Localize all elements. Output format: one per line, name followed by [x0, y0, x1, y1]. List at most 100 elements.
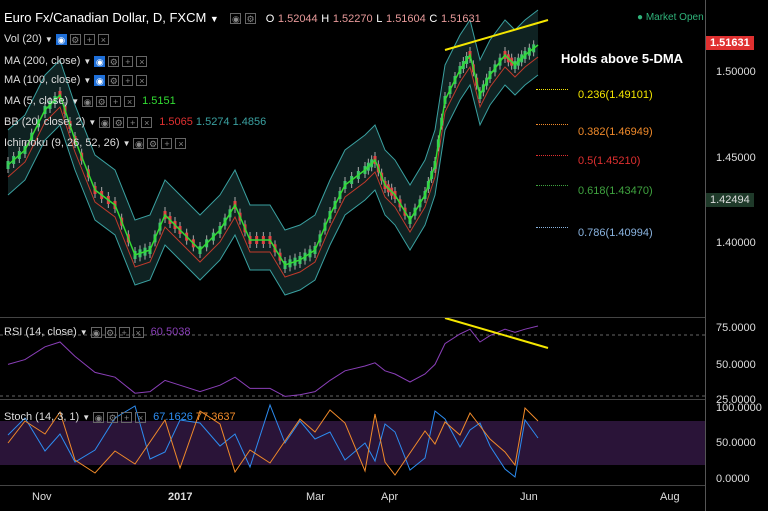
close-icon[interactable]: × — [141, 116, 153, 128]
close-icon[interactable]: × — [175, 137, 187, 149]
fib-label: 0.382(1.46949) — [578, 126, 653, 138]
indicator-label: MA (100, close) — [4, 74, 81, 86]
indicator-label: MA (200, close) — [4, 55, 81, 67]
eye-icon[interactable]: ◉ — [90, 326, 102, 338]
bollinger-upper-line — [7, 9, 539, 231]
indicator-label: Vol (20) — [4, 33, 42, 45]
rsi-tick: 50.0000 — [716, 359, 756, 371]
stoch-tick: 50.0000 — [716, 437, 756, 449]
close-icon[interactable]: × — [135, 411, 147, 423]
stoch-tick: 0.0000 — [716, 473, 750, 485]
trendline-rsi — [444, 317, 549, 349]
trendline-price — [444, 19, 549, 51]
add-icon[interactable]: + — [127, 116, 139, 128]
add-icon[interactable]: + — [122, 74, 134, 86]
stoch-legend[interactable]: Stoch (14, 3, 1) ▼ ◉ ⚙ + × 67.1626 77.3637 — [4, 411, 236, 423]
gear-icon[interactable]: ⚙ — [107, 411, 119, 423]
stoch-tick: 100.0000 — [716, 402, 762, 414]
indicator-ma100[interactable]: MA (100, close) ▼ ◉ ⚙ + × — [4, 74, 148, 86]
ohlc-close-label: C — [429, 13, 438, 25]
ma5-line — [7, 44, 539, 266]
stoch-d-line — [7, 406, 539, 476]
pane-divider-stoch[interactable] — [0, 399, 705, 400]
close-icon[interactable]: × — [136, 74, 148, 86]
eye-icon[interactable]: ◉ — [99, 116, 111, 128]
rsi-tick: 75.0000 — [716, 322, 756, 334]
indicator-value: 1.5274 — [195, 116, 230, 128]
add-icon[interactable]: + — [83, 33, 95, 45]
add-icon[interactable]: + — [122, 55, 134, 67]
add-icon[interactable]: + — [121, 411, 133, 423]
pane-divider-time — [0, 485, 705, 486]
indicator-bb[interactable]: BB (20, close, 2) ▼ ◉ ⚙ + × 1.5065 1.5274 1.… — [4, 116, 267, 128]
stoch-band — [0, 421, 705, 465]
rsi-tick: 25.0000 — [716, 394, 756, 406]
fib-line[interactable] — [536, 185, 568, 186]
gear-icon[interactable]: ⚙ — [108, 74, 120, 86]
close-icon[interactable]: × — [124, 95, 136, 107]
time-tick: Mar — [306, 491, 325, 503]
eye-icon[interactable]: ◉ — [94, 74, 106, 86]
ohlc-close-value: 1.51631 — [440, 13, 481, 25]
add-icon[interactable]: + — [118, 326, 130, 338]
chevron-down-icon[interactable]: ▼ — [209, 14, 219, 24]
market-status: ● Market Open — [637, 12, 704, 23]
symbol-title[interactable]: Euro Fx/Canadian Dollar, D, FXCM — [4, 10, 207, 25]
gear-icon[interactable]: ⚙ — [113, 116, 125, 128]
eye-icon[interactable]: ◉ — [93, 411, 105, 423]
gear-icon[interactable]: ⚙ — [104, 326, 116, 338]
chart-title[interactable]: Euro Fx/Canadian Dollar, D, FXCM ▼ ◉ ⚙ O… — [4, 10, 481, 25]
crosshair-price-tag: 1.42494 — [706, 193, 754, 207]
eye-icon[interactable]: ◉ — [230, 13, 242, 24]
add-icon[interactable]: + — [110, 95, 122, 107]
indicator-value: 1.5151 — [142, 95, 176, 107]
indicator-label: BB (20, close, 2) — [4, 116, 86, 128]
rsi-line — [7, 325, 539, 397]
rsi-value: 60.5038 — [150, 326, 191, 338]
last-price-tag: 1.51631 — [706, 36, 754, 50]
eye-icon[interactable]: ◉ — [82, 95, 94, 107]
ohlc-low-label: L — [376, 13, 383, 25]
price-tick: 1.50000 — [716, 66, 756, 78]
stoch-label: Stoch (14, 3, 1) — [4, 411, 80, 423]
time-tick: 2017 — [168, 491, 193, 503]
add-icon[interactable]: + — [161, 137, 173, 149]
indicator-label: Ichimoku (9, 26, 52, 26) — [4, 137, 120, 149]
time-tick: Aug — [660, 491, 680, 503]
close-icon[interactable]: × — [132, 326, 144, 338]
eye-icon[interactable]: ◉ — [133, 137, 145, 149]
bollinger-lower-line — [7, 74, 539, 296]
gear-icon[interactable]: ⚙ — [96, 95, 108, 107]
price-axis-line — [705, 0, 706, 511]
eye-icon[interactable]: ◉ — [55, 33, 67, 45]
gear-icon[interactable]: ⚙ — [69, 33, 81, 45]
indicator-ma200[interactable]: MA (200, close) ▼ ◉ ⚙ + × — [4, 55, 148, 67]
close-icon[interactable]: × — [97, 33, 109, 45]
fib-label: 0.236(1.49101) — [578, 89, 653, 101]
rsi-legend[interactable]: RSI (14, close) ▼ ◉ ⚙ + × 60.5038 — [4, 326, 191, 338]
eye-icon[interactable]: ◉ — [94, 55, 106, 67]
stoch-k-line — [7, 403, 539, 478]
fib-line[interactable] — [536, 227, 568, 228]
rsi-label: RSI (14, close) — [4, 326, 77, 338]
ma-red-line — [7, 56, 539, 278]
pane-divider-rsi[interactable] — [0, 317, 705, 318]
fib-line[interactable] — [536, 89, 568, 90]
chart-canvas[interactable] — [0, 0, 705, 511]
annotation-text[interactable]: Holds above 5-DMA — [561, 51, 684, 66]
indicator-vol[interactable]: Vol (20) ▼ ◉ ⚙ + × — [4, 33, 109, 45]
bollinger-fill — [8, 10, 538, 295]
ohlc-open-label: O — [265, 13, 275, 25]
price-tick: 1.45000 — [716, 152, 756, 164]
gear-icon[interactable]: ⚙ — [108, 55, 120, 67]
settings-buttons[interactable]: ◉ ⚙ — [230, 10, 259, 25]
close-icon[interactable]: × — [136, 55, 148, 67]
gear-icon[interactable]: ⚙ — [245, 13, 257, 24]
time-tick: Jun — [520, 491, 538, 503]
indicator-ichimoku[interactable]: Ichimoku (9, 26, 52, 26) ▼ ◉ ⚙ + × — [4, 137, 187, 149]
gear-icon[interactable]: ⚙ — [147, 137, 159, 149]
fib-line[interactable] — [536, 155, 568, 156]
stoch-k-value: 67.1626 — [153, 411, 193, 423]
indicator-ma5[interactable]: MA (5, close) ▼ ◉ ⚙ + × 1.5151 — [4, 95, 176, 107]
fib-line[interactable] — [536, 124, 568, 125]
